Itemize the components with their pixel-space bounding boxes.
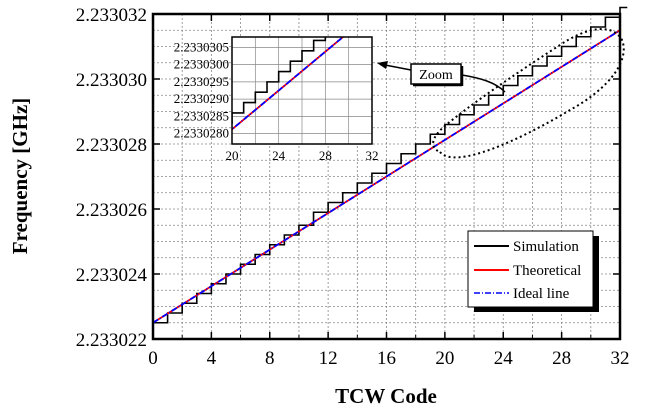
x-tick-label: 8 [265,348,275,369]
y-axis-title: Frequency [GHz] [8,98,32,255]
x-tick-label: 4 [207,348,217,369]
inset-x-tick-label: 20 [226,148,239,163]
inset-y-tick-label: 2.2330285 [174,108,229,123]
inset-y-tick-labels: 2.2330280 2.2330285 2.2330290 2.2330295 2.23… [174,39,229,140]
inset-y-tick-label: 2.2330300 [174,57,229,72]
inset-series [232,37,345,131]
legend-label-ideal-line: Ideal line [513,286,570,302]
inset-frame [231,36,373,145]
inset-x-tick-label: 28 [319,148,332,163]
inset-y-tick-label: 2.2330305 [174,39,229,54]
inset-chart: 20 24 28 32 2.23302802.23302852.23302902.23… [174,36,379,163]
legend-label-theoretical: Theoretical [513,263,581,279]
zoom-callout: Zoom [410,63,464,87]
x-tick-label: 12 [319,348,338,369]
x-axis-title: TCW Code [335,384,437,408]
series-line-simulation [232,37,327,125]
inset-x-tick-label: 24 [272,148,286,163]
legend: Simulation Theoretical Ideal line [467,230,599,312]
x-tick-label: 32 [611,348,630,369]
x-tick-label: 24 [494,348,514,369]
x-tick-label: 28 [552,348,571,369]
zoom-arrow-curve [461,74,506,93]
y-tick-label: 2.233028 [76,135,147,156]
x-tick-label: 0 [148,348,158,369]
y-tick-label: 2.233026 [76,200,147,221]
zoom-arrow [377,61,412,71]
y-tick-label: 2.233030 [76,70,147,91]
series-line-simulation [153,6,628,324]
x-tick-label: 20 [435,348,454,369]
inset-grid [232,37,372,144]
main-series [152,6,628,324]
zoom-label: Zoom [419,68,453,83]
inset-x-tick-labels: 20 24 28 32 [226,148,379,163]
y-tick-labels: 2.233022 2.233024 2.233026 2.233028 2.233030… [76,5,148,351]
x-tick-label: 16 [377,348,396,369]
main-plot-frame [151,12,622,341]
series-line-ideal-line [152,29,621,324]
y-tick-label: 2.233032 [76,5,147,26]
y-tick-label: 2.233024 [76,265,148,286]
legend-label-simulation: Simulation [513,239,579,255]
series-line-ideal-line [232,37,345,131]
inset-y-tick-label: 2.2330280 [174,126,229,141]
inset-y-tick-label: 2.2330290 [174,91,229,106]
inset-y-tick-label: 2.2330295 [174,74,229,89]
x-tick-labels: 0 4 8 12 16 20 24 28 32 [148,348,629,369]
inset-x-tick-label: 32 [366,148,379,163]
y-tick-label: 2.233022 [76,330,147,351]
zoom-region-outline [432,28,625,159]
